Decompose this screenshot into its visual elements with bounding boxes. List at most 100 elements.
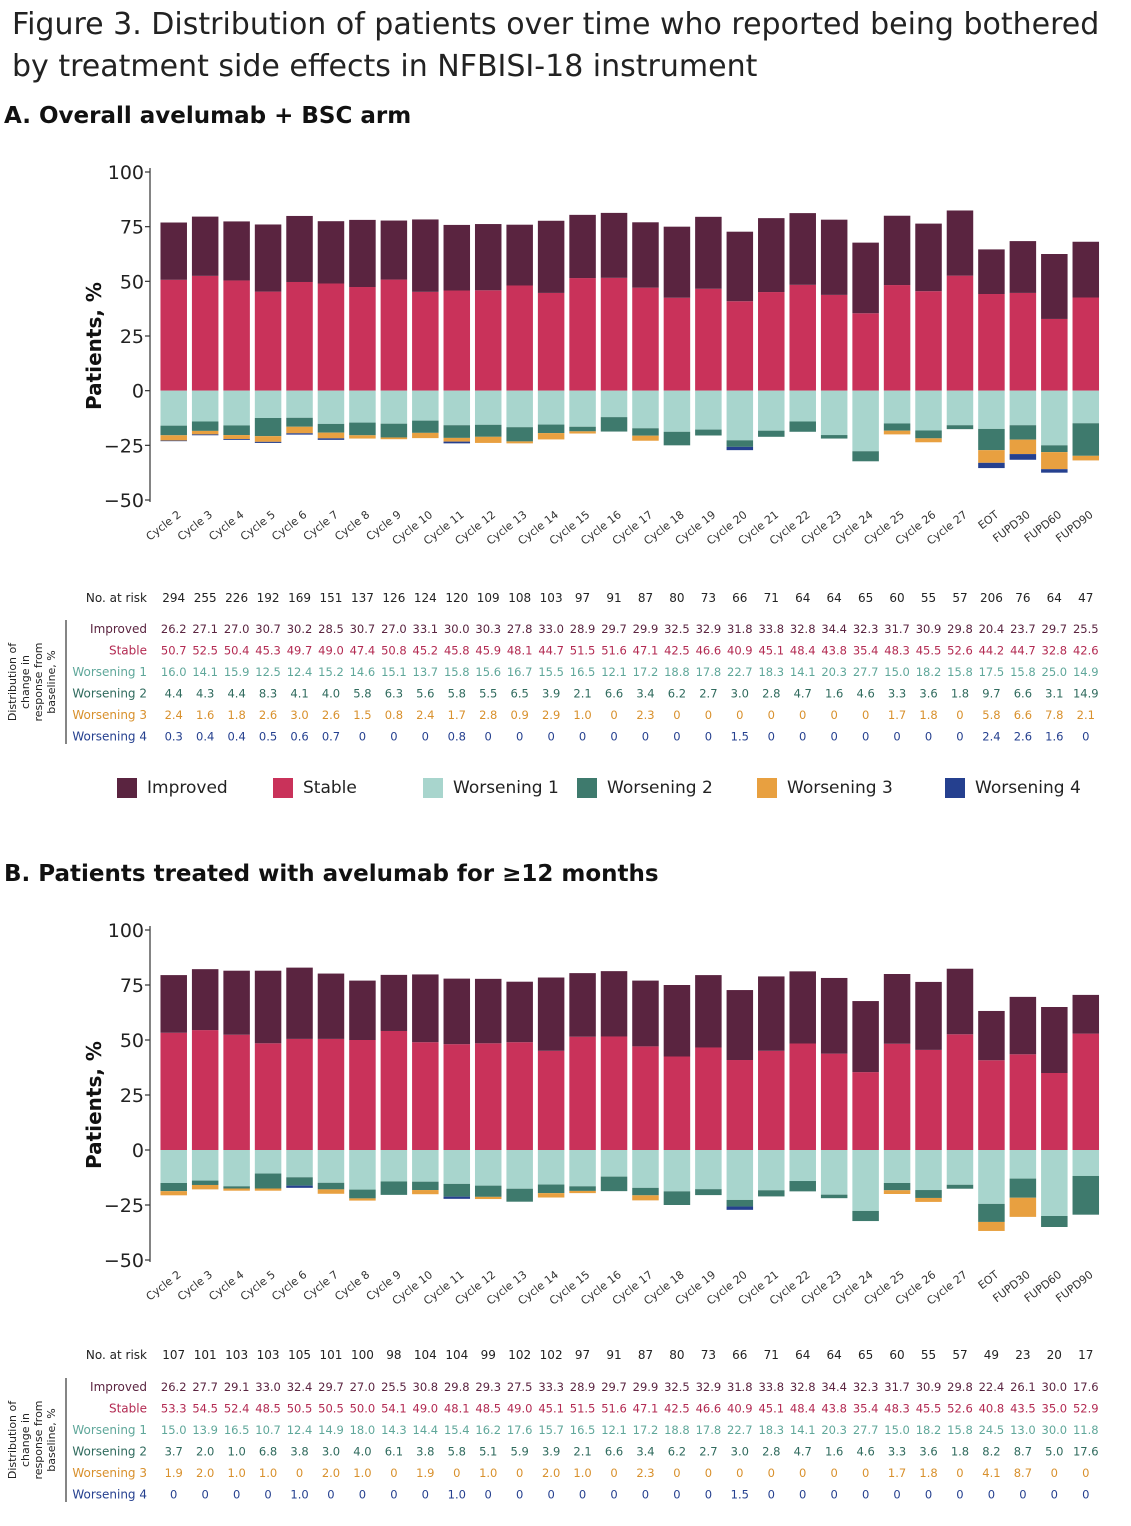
x-tick-label: Cycle 3: [175, 1268, 215, 1303]
x-tick-label: Cycle 7: [301, 1268, 341, 1303]
legend-label: Worsening 4: [975, 778, 1081, 798]
table-cell-stable: 44.2: [979, 644, 1005, 658]
table-cell-stable: 52.6: [947, 1402, 973, 1416]
at-risk-value: 23: [1015, 1348, 1030, 1362]
at-risk-value: 65: [858, 1348, 873, 1362]
table-cell-worsening-3: 0: [956, 1466, 963, 1480]
legend-label: Stable: [303, 778, 357, 798]
bar-stack-fupd90: [1072, 241, 1100, 461]
table-cell-worsening-1: 20.3: [821, 1423, 847, 1437]
table-cell-improved: 23.7: [1010, 622, 1036, 636]
bar-worsening-4: [317, 438, 345, 440]
table-cell-worsening-4: 0.3: [165, 730, 183, 744]
at-risk-value: 108: [508, 591, 531, 605]
bar-worsening-1: [317, 1150, 345, 1183]
table-cell-stable: 50.7: [161, 644, 187, 658]
at-risk-value: 47: [1078, 591, 1093, 605]
table-cell-worsening-3: 1.0: [573, 1466, 591, 1480]
table-cell-worsening-1: 18.0: [350, 1423, 376, 1437]
bar-stack-cycle-6: [286, 215, 313, 435]
at-risk-value: 105: [288, 1348, 311, 1362]
bar-improved: [537, 977, 565, 1051]
table-cell-worsening-4: 0: [610, 730, 617, 744]
table-cell-worsening-2: 8.3: [259, 687, 277, 701]
table-cell-worsening-2: 3.9: [542, 687, 560, 701]
bar-worsening-1: [663, 390, 691, 432]
at-risk-label: No. at risk: [86, 1348, 147, 1362]
bar-improved: [789, 971, 816, 1044]
table-axis-label-line: Distribution of: [6, 642, 19, 721]
bar-improved: [758, 976, 785, 1051]
table-cell-stable: 45.1: [538, 1402, 564, 1416]
bar-stack-cycle-5: [254, 970, 282, 1191]
table-cell-stable: 35.4: [853, 644, 879, 658]
bar-worsening-2: [600, 417, 628, 432]
bar-worsening-1: [600, 1150, 628, 1177]
y-tick-label: 100: [108, 162, 144, 184]
x-tick-label: Cycle 5: [238, 1268, 278, 1303]
table-cell-stable: 42.5: [664, 1402, 690, 1416]
bar-stable: [820, 1053, 848, 1150]
table-cell-improved: 27.1: [192, 622, 218, 636]
bar-stable: [978, 294, 1005, 391]
bar-worsening-2: [726, 440, 754, 447]
bar-worsening-1: [349, 1150, 376, 1190]
table-cell-worsening-2: 9.7: [982, 687, 1000, 701]
table-cell-improved: 28.5: [318, 622, 344, 636]
table-cell-stable: 48.5: [475, 1402, 501, 1416]
bar-worsening-1: [286, 1150, 313, 1178]
bar-stack-cycle-17: [632, 980, 659, 1201]
y-tick-label: −50: [104, 1250, 144, 1272]
bar-stable: [1072, 297, 1100, 391]
bar-stack-cycle-14: [537, 220, 565, 440]
bar-stack-cycle-20: [726, 231, 754, 451]
table-cell-worsening-1: 14.4: [413, 1423, 439, 1437]
table-axis-label-line: baseline, %: [45, 1408, 58, 1472]
table-cell-worsening-1: 15.2: [318, 665, 344, 679]
bar-improved: [191, 216, 219, 276]
bar-stack-cycle-24: [852, 1001, 879, 1222]
table-cell-stable: 48.3: [884, 644, 910, 658]
bar-improved: [412, 219, 439, 292]
table-cell-worsening-4: 0: [799, 1488, 806, 1502]
bar-improved: [380, 974, 408, 1031]
bar-stack-cycle-15: [569, 973, 596, 1194]
table-cell-worsening-2: 5.5: [479, 687, 497, 701]
bar-stable: [726, 301, 754, 391]
bar-improved: [883, 215, 911, 286]
table-cell-worsening-2: 2.8: [762, 1445, 780, 1459]
table-row-label-worsening-1: Worsening 1: [72, 665, 147, 679]
bar-worsening-3: [632, 1195, 659, 1201]
table-cell-worsening-3: 0: [673, 1466, 680, 1480]
bar-worsening-1: [443, 390, 471, 426]
bar-worsening-3: [191, 430, 219, 435]
table-cell-worsening-2: 6.6: [605, 1445, 623, 1459]
table-cell-worsening-4: 0.7: [322, 730, 340, 744]
bar-stable: [695, 1047, 722, 1150]
at-risk-value: 17: [1078, 1348, 1093, 1362]
table-cell-worsening-2: 3.1: [1045, 687, 1063, 701]
table-cell-worsening-4: 0: [547, 730, 554, 744]
bar-worsening-2: [191, 421, 219, 431]
bar-improved: [1041, 254, 1068, 319]
bar-worsening-1: [191, 390, 219, 422]
table-cell-improved: 32.5: [664, 622, 690, 636]
table-cell-worsening-3: 0: [705, 1466, 712, 1480]
bar-worsening-2: [663, 1191, 691, 1205]
table-cell-improved: 29.8: [947, 622, 973, 636]
bar-worsening-1: [254, 390, 282, 418]
table-cell-improved: 31.8: [727, 622, 753, 636]
bar-improved: [978, 249, 1005, 295]
bar-worsening-2: [726, 1199, 754, 1207]
panel-a-title: A. Overall avelumab + BSC arm: [4, 103, 412, 129]
table-cell-improved: 29.7: [318, 1380, 344, 1394]
bar-stable: [789, 284, 816, 391]
bar-stack-cycle-3: [191, 216, 219, 436]
at-risk-value: 76: [1015, 591, 1030, 605]
bar-stable: [695, 288, 722, 391]
legend-label: Worsening 3: [787, 778, 893, 798]
bar-stable: [1009, 1054, 1037, 1150]
at-risk-value: 98: [386, 1348, 401, 1362]
table-cell-worsening-4: 0: [610, 1488, 617, 1502]
bar-worsening-1: [726, 1150, 754, 1200]
